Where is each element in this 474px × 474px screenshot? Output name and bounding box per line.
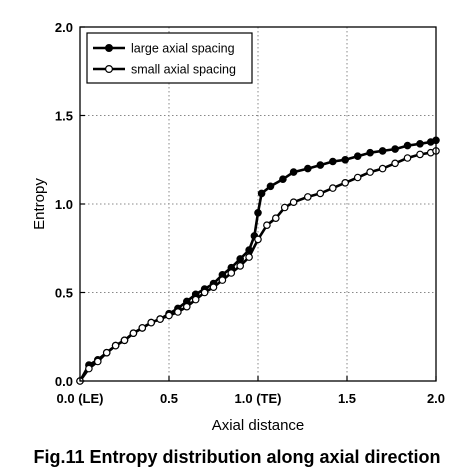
series-0-point-26 [303,164,312,173]
series-1-point-27 [328,184,337,192]
series-1-point-12 [183,302,191,311]
legend-marker-0 [104,43,113,52]
series-1-point-2 [94,357,102,366]
series-0-point-22 [257,189,266,198]
series-1-point-32 [391,159,399,168]
series-1-point-23 [280,203,289,212]
series-1-point-16 [218,276,227,284]
series-1-point-28 [341,179,350,187]
series-1-point-30 [366,168,374,176]
x-tick-label-4: 2.0 [427,391,445,406]
series-0-point-30 [353,152,362,161]
series-1-point-4 [111,341,120,350]
series-0-point-18 [236,255,245,263]
series-1-point-17 [227,269,236,277]
legend-box [86,32,253,84]
series-1-point-13 [191,295,200,304]
figure-caption: Fig.11 Entropy distribution along axial … [33,447,440,467]
series-0-point-33 [391,145,399,153]
series-0-point-25 [289,168,298,176]
series-0-point-35 [416,140,424,148]
y-tick-label-3: 1.5 [55,109,73,124]
series-line-1 [78,149,437,382]
series-0-point-28 [328,157,337,166]
x-tick-label-1: 0.5 [160,391,178,406]
x-tick-label-2: 1.0 (TE) [235,391,282,406]
series-1-point-29 [353,173,362,182]
series-0-point-21 [254,209,262,217]
series-1-point-25 [303,193,312,201]
x-tick-label-3: 1.5 [338,391,356,406]
y-tick-label-0: 0.0 [55,374,73,389]
series-1-point-9 [156,315,164,323]
series-1-point-24 [289,198,298,207]
legend: large axial spacing small axial spacing [86,32,253,84]
series-1-point-19 [245,253,253,261]
tick-labels: 0.0 (LE) 0.5 1.0 (TE) 1.5 2.0 0.0 0.5 1.0 1.5 2.0 [55,20,445,406]
series-1-point-6 [129,329,138,338]
series-1-point-8 [147,318,156,327]
series-1-point-18 [236,262,245,270]
grid-lines [80,27,436,381]
legend-marker-1 [104,64,113,73]
series-0-point-27 [316,161,325,169]
x-tick-label-0: 0.0 (LE) [57,391,104,406]
series-layer [76,136,440,385]
series-1-point-1 [85,364,93,373]
legend-label-1: small axial spacing [131,63,236,77]
x-axis-label: Axial distance [212,417,305,434]
series-1-point-33 [403,154,412,162]
series-1-point-10 [165,311,173,320]
y-tick-label-4: 2.0 [55,20,73,35]
legend-label-0: large axial spacing [131,42,235,56]
legend-items: large axial spacing small axial spacing [93,42,236,77]
series-0-point-23 [266,182,275,191]
series-0-point-29 [341,156,350,164]
series-1-point-21 [263,221,271,230]
series-1-point-20 [254,235,262,244]
series-1-point-14 [200,288,209,297]
series-0-point-32 [378,147,387,155]
series-1 [76,147,440,385]
series-1-point-34 [416,150,424,159]
series-1-point-11 [174,308,182,316]
series-0-point-31 [366,148,374,157]
series-0-point-24 [279,175,287,184]
series-1-point-3 [102,348,111,357]
y-axis-label: Entropy [31,178,48,230]
series-1-point-31 [378,164,387,173]
series-1-point-22 [271,214,280,223]
y-tick-label-2: 1.0 [55,197,73,212]
series-1-point-15 [209,283,218,292]
y-tick-label-1: 0.5 [55,286,73,301]
series-1-point-7 [138,324,147,332]
series-1-point-5 [120,336,129,345]
series-0-point-34 [403,141,412,150]
series-1-point-26 [316,189,325,198]
